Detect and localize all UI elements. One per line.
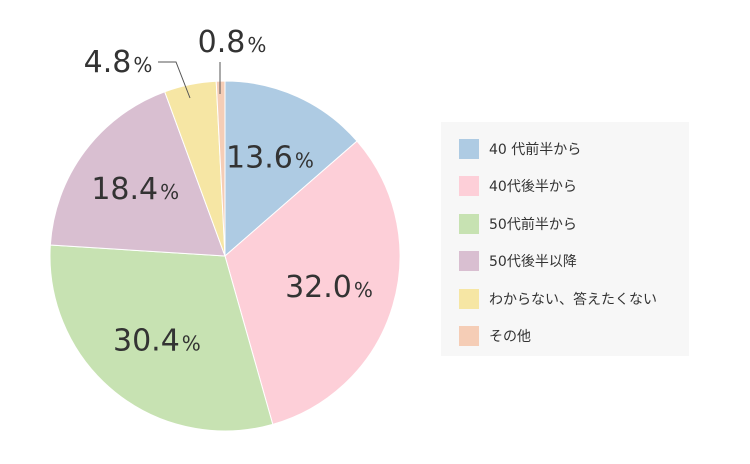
legend-swatch — [459, 176, 479, 197]
pie-slice-50s-early — [49, 244, 274, 432]
pie-label-50s-early: 30.4% — [113, 323, 201, 358]
pie-slice-40s-early — [224, 80, 358, 258]
pie-slice-other — [215, 80, 226, 257]
legend-label: 40 代前半から — [489, 141, 582, 158]
legend-swatch — [459, 326, 479, 347]
pie-label-40s-late: 32.0% — [285, 270, 373, 305]
legend: 40 代前半から 40代後半から 50代前半から 50代後半以降 わからない、答… — [441, 122, 689, 356]
legend-label: 50代後半以降 — [489, 254, 577, 271]
pie-label-40s-early: 13.6% — [226, 140, 314, 175]
pie-labels: 13.6 % 32.0 % 30.4 % 18.4 % 4.8 % 0.8% — [84, 25, 373, 358]
pie-label-unknown: 4.8% — [84, 45, 153, 80]
legend-item-other: その他 — [459, 318, 689, 356]
legend-item-40s-late: 40代後半から — [459, 168, 689, 206]
legend-item-unknown: わからない、答えたくない — [459, 280, 689, 318]
pie-slice-40s-late — [224, 140, 401, 425]
legend-label: その他 — [489, 329, 531, 346]
legend-swatch — [459, 251, 479, 272]
legend-swatch — [459, 213, 479, 234]
leader-line-unknown — [158, 61, 191, 99]
legend-swatch — [459, 138, 479, 159]
legend-label: わからない、答えたくない — [489, 291, 657, 308]
legend-item-50s-early: 50代前半から — [459, 205, 689, 243]
pie-label-other: 0.8% — [198, 25, 267, 60]
legend-label: 50代前半から — [489, 216, 577, 233]
legend-swatch — [459, 288, 479, 309]
legend-item-50s-late: 50代後半以降 — [459, 243, 689, 281]
pie-slices — [49, 80, 401, 432]
legend-item-40s-early: 40 代前半から — [459, 130, 689, 168]
pie-label-50s-late: 18.4% — [91, 172, 179, 207]
legend-label: 40代後半から — [489, 179, 577, 196]
pie-slice-50s-late — [49, 91, 226, 257]
